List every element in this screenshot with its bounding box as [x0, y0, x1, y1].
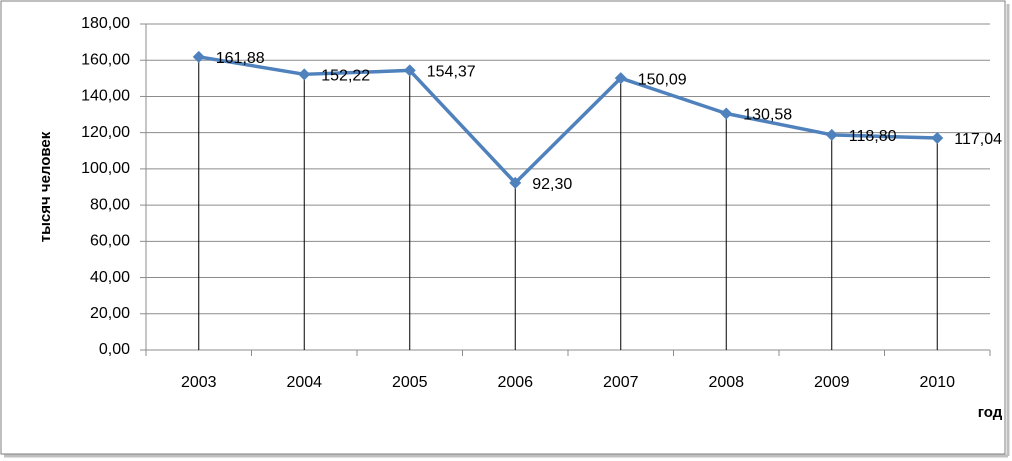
x-tick-label: 2008	[708, 374, 744, 391]
x-tick-label: 2010	[919, 374, 955, 391]
point-marker	[614, 72, 627, 85]
point-marker	[825, 128, 838, 141]
x-tick-label: 2003	[181, 374, 217, 391]
y-axis-title: тысяч человек	[37, 131, 54, 242]
data-label: 161,88	[216, 50, 265, 67]
x-tick-label: 2005	[392, 374, 428, 391]
data-label: 130,58	[743, 107, 792, 124]
point-marker	[192, 50, 205, 63]
y-tick-label: 100,00	[81, 160, 130, 177]
y-tick-label: 20,00	[90, 305, 130, 322]
point-marker	[931, 132, 944, 145]
data-label: 92,30	[532, 176, 572, 193]
x-tick-label: 2004	[286, 374, 322, 391]
x-tick-label: 2007	[603, 374, 639, 391]
data-label: 152,22	[321, 68, 370, 85]
point-marker	[298, 68, 311, 81]
y-tick-label: 40,00	[90, 269, 130, 286]
x-tick-label: 2009	[814, 374, 850, 391]
y-tick-label: 60,00	[90, 233, 130, 250]
data-label: 154,37	[427, 64, 476, 81]
y-tick-label: 80,00	[90, 196, 130, 213]
series-line	[198, 55, 938, 185]
point-marker	[720, 107, 733, 120]
data-label: 118,80	[849, 128, 897, 145]
data-label: 117,04	[954, 131, 1002, 148]
point-marker	[403, 64, 416, 77]
x-axis-title: год	[978, 404, 1003, 421]
point-marker	[509, 176, 522, 189]
data-label: 150,09	[638, 71, 687, 88]
y-tick-label: 0,00	[99, 341, 130, 358]
x-tick-label: 2006	[497, 374, 533, 391]
y-tick-label: 160,00	[81, 51, 130, 68]
y-tick-label: 140,00	[81, 88, 130, 105]
y-tick-label: 180,00	[81, 15, 130, 32]
y-tick-label: 120,00	[81, 124, 130, 141]
